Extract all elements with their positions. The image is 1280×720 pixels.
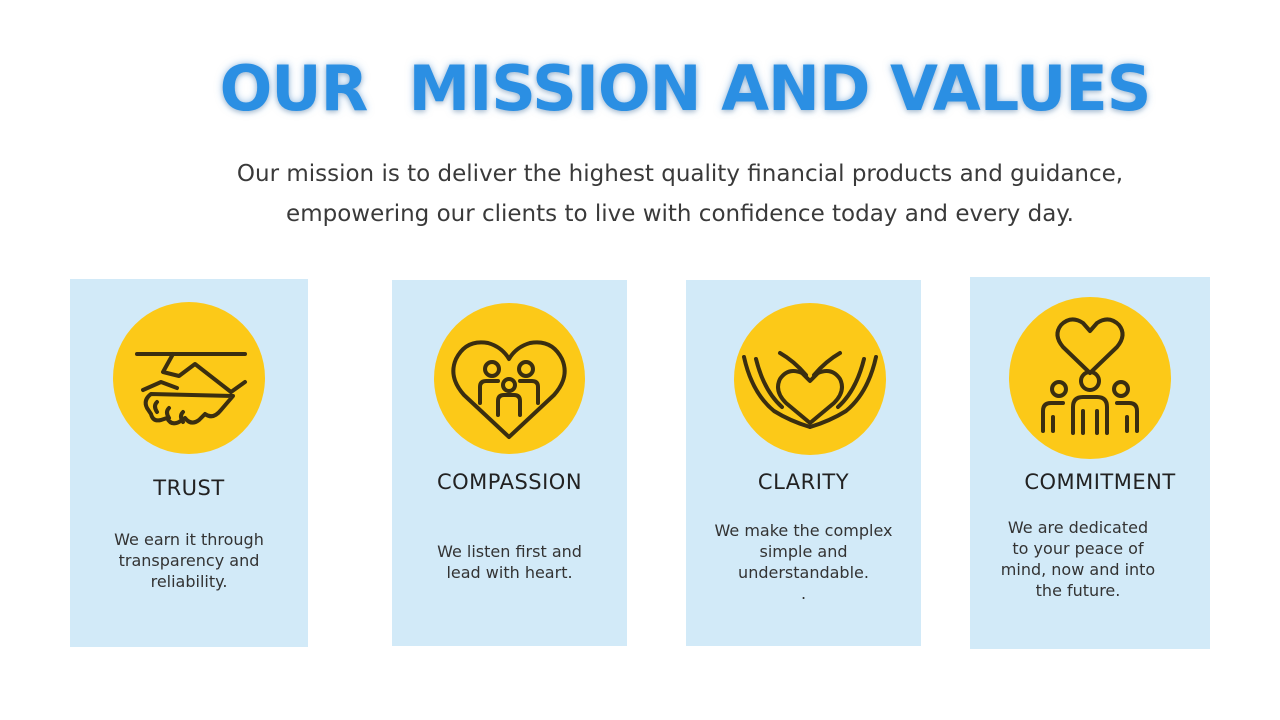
value-card-trust: TRUST We earn it through transparency an… xyxy=(70,279,308,647)
heart-hands-icon xyxy=(734,303,886,455)
handshake-icon xyxy=(113,302,265,454)
value-card-compassion: COMPASSION We listen first and lead with… xyxy=(392,280,627,646)
value-description: We earn it through transparency and reli… xyxy=(114,530,264,591)
value-card-clarity: CLARITY We make the complex simple and u… xyxy=(686,280,921,646)
page-title: OUR MISSION AND VALUES xyxy=(219,52,1152,125)
mission-line-2: empowering our clients to live with conf… xyxy=(286,201,1074,227)
value-description: We listen first and lead with heart. xyxy=(437,542,582,582)
value-title: TRUST xyxy=(153,476,225,500)
value-title: COMPASSION xyxy=(436,470,583,494)
mission-statement: Our mission is to deliver the highest qu… xyxy=(130,154,1230,234)
value-title: CLARITY xyxy=(757,470,850,494)
community-heart-icon xyxy=(1009,297,1171,459)
value-title: COMMITMENT xyxy=(1024,470,1176,494)
family-heart-icon xyxy=(434,303,585,454)
value-description: We make the complex simple and understan… xyxy=(714,521,893,603)
value-description: We are dedicated to your peace of mind, … xyxy=(1000,518,1156,600)
mission-line-1: Our mission is to deliver the highest qu… xyxy=(236,161,1124,187)
value-card-commitment: COMMITMENT We are dedicated to your peac… xyxy=(970,277,1210,649)
